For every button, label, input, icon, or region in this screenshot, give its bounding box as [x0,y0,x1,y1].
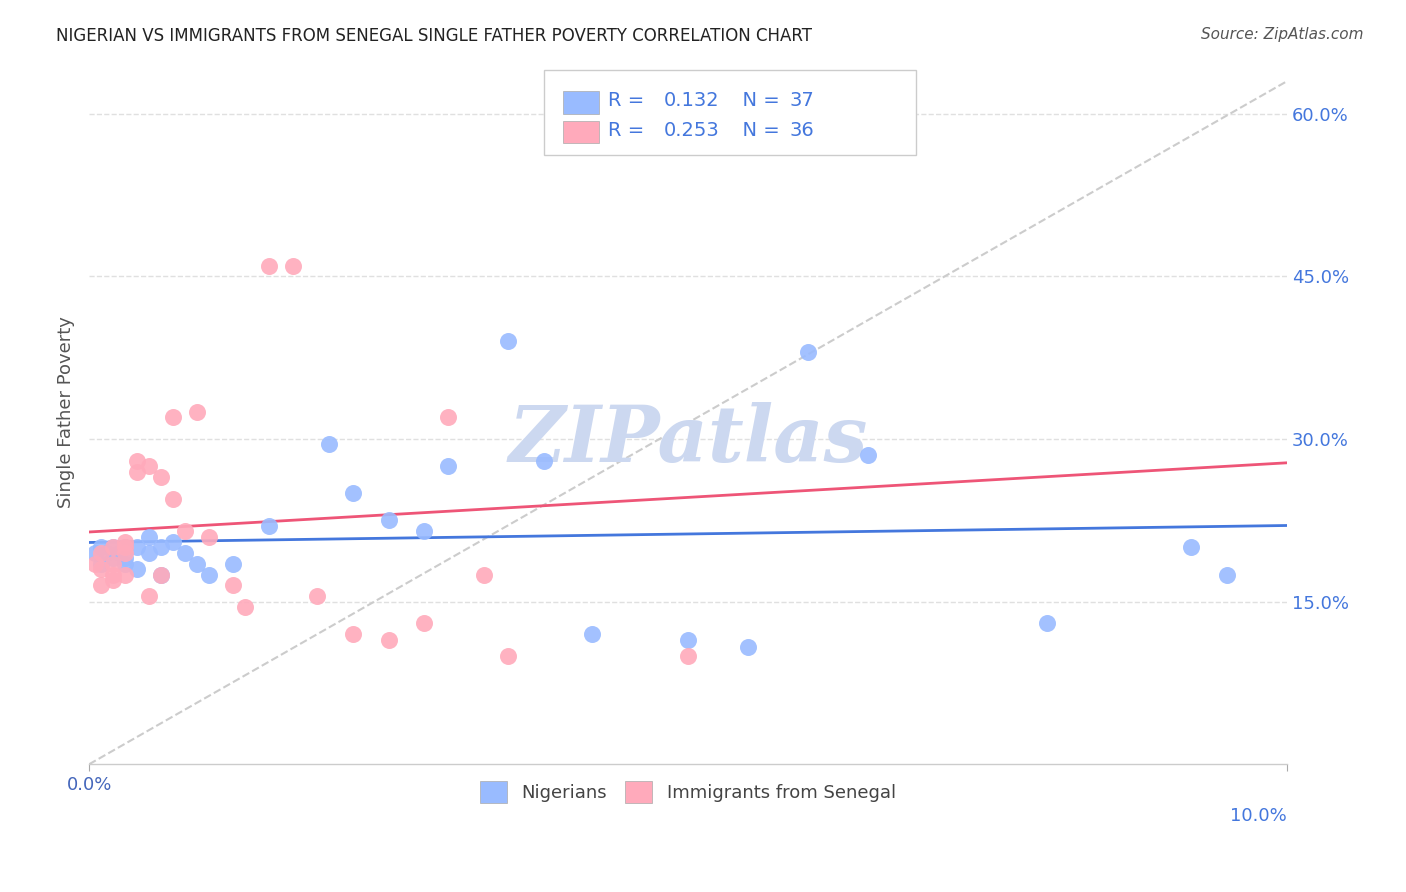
Point [342,486,364,500]
Point [174,546,197,560]
Point [437,410,460,425]
Point [856,448,879,462]
Text: NIGERIAN VS IMMIGRANTS FROM SENEGAL SINGLE FATHER POVERTY CORRELATION CHART: NIGERIAN VS IMMIGRANTS FROM SENEGAL SING… [56,27,813,45]
Point [796,345,818,359]
Point [342,627,364,641]
Point [90,546,112,560]
Point [138,530,160,544]
Text: R =: R = [607,120,650,139]
Point [90,578,112,592]
Point [1036,616,1059,631]
Point [138,459,160,474]
Point [581,627,603,641]
Point [162,491,184,506]
Point [174,524,197,539]
Point [101,541,124,555]
Text: N =: N = [730,91,786,110]
Legend: Nigerians, Immigrants from Senegal: Nigerians, Immigrants from Senegal [471,772,905,812]
Point [186,557,208,571]
Point [114,557,136,571]
Text: 0.132: 0.132 [664,91,720,110]
Point [162,410,184,425]
Point [198,530,221,544]
Point [257,259,280,273]
Point [138,546,160,560]
Point [149,470,172,484]
FancyBboxPatch shape [564,121,599,144]
Point [281,259,304,273]
Point [498,334,520,349]
Text: 0.253: 0.253 [664,120,720,139]
Point [101,567,124,582]
Point [557,128,579,143]
Text: Source: ZipAtlas.com: Source: ZipAtlas.com [1201,27,1364,42]
Point [413,524,436,539]
Point [90,541,112,555]
Point [676,648,699,663]
Point [1180,541,1202,555]
Point [101,551,124,566]
Point [162,535,184,549]
Point [90,562,112,576]
Point [318,437,340,451]
Point [101,573,124,587]
Point [472,567,495,582]
Point [84,557,107,571]
Text: 36: 36 [790,120,814,139]
Point [737,640,759,655]
Point [108,546,131,560]
Text: N =: N = [730,120,786,139]
Point [1216,567,1239,582]
Text: R =: R = [607,91,650,110]
Point [222,578,245,592]
Point [305,589,328,603]
Point [498,648,520,663]
Point [114,541,136,555]
Point [377,632,399,647]
Point [377,513,399,527]
Point [125,465,148,479]
Point [114,546,136,560]
Point [101,541,124,555]
Point [114,535,136,549]
Point [533,454,555,468]
Point [84,546,107,560]
Point [437,459,460,474]
Y-axis label: Single Father Poverty: Single Father Poverty [58,316,75,508]
Point [149,567,172,582]
Point [114,541,136,555]
Point [114,567,136,582]
Point [413,616,436,631]
Point [90,557,112,571]
Point [125,562,148,576]
Point [138,589,160,603]
Point [257,518,280,533]
Point [222,557,245,571]
Point [676,632,699,647]
Text: 10.0%: 10.0% [1230,806,1286,824]
FancyBboxPatch shape [564,91,599,114]
Point [149,567,172,582]
Point [125,541,148,555]
FancyBboxPatch shape [544,70,915,154]
Point [96,546,118,560]
Point [186,405,208,419]
Point [125,454,148,468]
Text: ZIPatlas: ZIPatlas [508,402,868,478]
Point [198,567,221,582]
Point [149,541,172,555]
Text: 37: 37 [790,91,814,110]
Point [114,551,136,566]
Point [233,600,256,615]
Point [101,557,124,571]
